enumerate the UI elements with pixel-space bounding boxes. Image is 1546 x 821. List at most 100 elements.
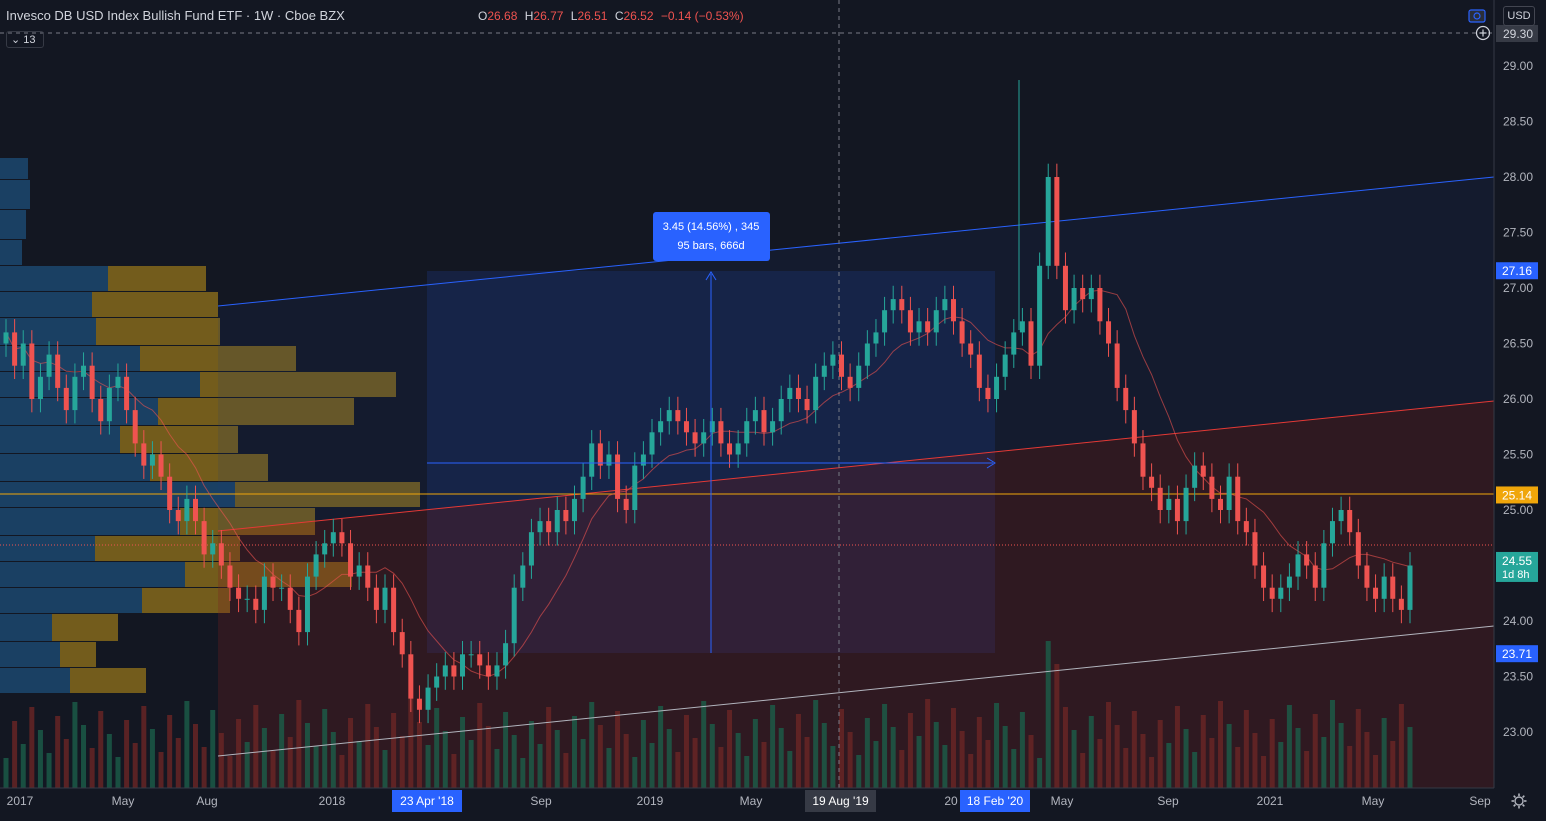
candle-body: [649, 432, 655, 455]
volume-bar: [1123, 748, 1129, 788]
time-tick-label: 2021: [1257, 794, 1284, 808]
crosshair-price-box: [1496, 25, 1538, 42]
volume-bar: [477, 703, 483, 788]
volume-bar: [563, 753, 569, 788]
candle-body: [933, 310, 939, 333]
profile-row-value: [0, 536, 95, 561]
plus-circle-icon[interactable]: [1475, 25, 1491, 41]
indicators-toggle[interactable]: ⌄ 13: [6, 31, 44, 48]
volume-bar: [55, 716, 61, 788]
candle-body: [666, 410, 672, 422]
volume-bar: [770, 705, 776, 788]
time-tick-label: May: [112, 794, 135, 808]
candle-body: [296, 609, 302, 633]
profile-row-volume: [142, 588, 230, 613]
volume-bar: [1088, 716, 1094, 788]
symbol-title[interactable]: Invesco DB USD Index Bullish Fund ETF · …: [6, 8, 345, 23]
profile-row-value: [0, 508, 180, 535]
candle-body: [1355, 532, 1361, 566]
candle-body: [1252, 532, 1258, 566]
volume-bar: [270, 751, 276, 788]
volume-bar: [1002, 726, 1008, 788]
volume-bar: [546, 707, 552, 788]
volume-bar: [1166, 743, 1172, 788]
volume-bar: [339, 755, 345, 788]
candle-body: [149, 454, 155, 466]
volume-bar: [795, 714, 801, 788]
indicator-count: 13: [23, 34, 36, 46]
profile-row-volume: [95, 536, 240, 561]
volume-bar: [907, 713, 913, 788]
candle-body: [1028, 321, 1034, 366]
volume-bar: [72, 702, 78, 788]
volume-bar: [839, 709, 845, 788]
ohlc-change: −0.14 (−0.53%): [660, 9, 744, 23]
candle-body: [1286, 576, 1292, 588]
volume-bar: [916, 736, 922, 788]
candle-body: [348, 543, 354, 577]
profile-row-volume: [70, 668, 146, 693]
volume-bar: [856, 755, 862, 788]
candle-body: [356, 565, 362, 577]
candle-body: [468, 654, 474, 656]
profile-row-value: [0, 210, 26, 239]
candle-body: [124, 376, 130, 411]
mid-channel-line: [217, 400, 1495, 532]
volume-bar: [485, 726, 491, 788]
volume-bar: [124, 720, 130, 788]
candle-body: [1019, 321, 1025, 333]
candle-body: [597, 443, 603, 466]
candle-body: [537, 521, 543, 533]
candle-body: [976, 354, 982, 388]
candle-body: [1304, 554, 1310, 566]
candle-body: [830, 354, 836, 366]
volume-bar: [184, 701, 190, 788]
time-tick-label: Sep: [1469, 794, 1491, 808]
volume-bar: [1373, 755, 1379, 788]
price-label-box: [1496, 486, 1538, 504]
profile-row-volume: [92, 292, 218, 317]
price-tick-label: 28.00: [1503, 170, 1533, 184]
currency-button[interactable]: USD: [1503, 6, 1535, 26]
profile-row-value: [0, 588, 142, 613]
profile-row-volume: [200, 372, 396, 397]
candle-body: [1373, 587, 1379, 599]
measure-arrow-up: [705, 271, 717, 281]
volume-bar: [640, 720, 646, 788]
candle-body: [1192, 465, 1198, 488]
volume-bar: [1054, 664, 1060, 788]
measure-overlay: 3.45 (14.56%) , 345 95 bars, 666d: [427, 212, 996, 653]
candle-body: [744, 421, 750, 444]
volume-bar: [649, 743, 655, 788]
candle-body: [1157, 487, 1163, 510]
volume-bar: [451, 754, 457, 788]
time-highlight-label: 19 Aug '19: [812, 794, 869, 808]
candle-body: [1149, 476, 1155, 488]
candle-body: [1390, 576, 1396, 599]
candle-body: [1364, 565, 1370, 588]
volume-bar: [1321, 737, 1327, 788]
volume-bar: [554, 730, 560, 788]
volume-bar: [330, 732, 336, 788]
volume-bar: [356, 741, 362, 788]
volume-bar: [261, 728, 267, 788]
time-axis: 2017 May Aug 2018 Sep 2019 May 20 May Sep 2021 May S…: [0, 787, 1494, 812]
ohlc-l-key: L: [570, 9, 578, 23]
gear-icon[interactable]: [1510, 792, 1528, 810]
profile-row-volume: [140, 346, 296, 371]
volume-bar: [683, 715, 689, 788]
candle-body: [864, 343, 870, 366]
camera-icon[interactable]: [1468, 7, 1486, 23]
volume-bar: [399, 736, 405, 788]
candle-body: [210, 543, 216, 555]
volume-bar: [322, 709, 328, 788]
candle-body: [1407, 565, 1413, 610]
candle-body: [1235, 476, 1241, 522]
profile-row-value: [0, 562, 185, 587]
time-highlight-label: 23 Apr '18: [400, 794, 454, 808]
moving-average-line: [5, 289, 1411, 678]
candle-body: [1398, 598, 1404, 610]
candle-body: [709, 421, 715, 433]
price-tick-label: 26.00: [1503, 392, 1533, 406]
